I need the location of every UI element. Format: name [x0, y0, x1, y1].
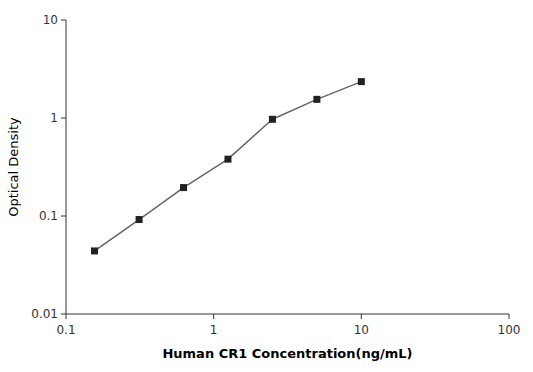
- x-axis-label: Human CR1 Concentration(ng/mL): [162, 346, 412, 361]
- x-tick: [213, 314, 214, 319]
- x-tick: [66, 314, 67, 319]
- chart-container: 0.1 1 10 100 0.01 0.1 1 10 Human CR1 Concentrati…: [0, 0, 533, 372]
- data-point: [136, 216, 143, 223]
- data-point: [91, 247, 98, 254]
- y-tick-label: 1: [50, 111, 58, 125]
- x-tick-label: 1: [210, 323, 218, 337]
- y-axis-line: [66, 20, 67, 314]
- y-tick: [61, 118, 66, 119]
- plot-area: [91, 78, 365, 254]
- data-point: [269, 116, 276, 123]
- y-tick: [61, 314, 66, 315]
- y-tick-label: 0.01: [31, 307, 58, 321]
- y-tick-label: 0.1: [39, 209, 58, 223]
- x-tick-label: 10: [354, 323, 369, 337]
- y-axis-label: Optical Density: [6, 117, 21, 217]
- data-point: [313, 96, 320, 103]
- y-tick: [61, 216, 66, 217]
- x-axis-line: [66, 314, 509, 315]
- axes: 0.1 1 10 100 0.01 0.1 1 10: [31, 13, 520, 337]
- x-tick-label: 0.1: [56, 323, 75, 337]
- data-line: [95, 82, 362, 251]
- data-point: [358, 78, 365, 85]
- x-tick: [361, 314, 362, 319]
- y-tick: [61, 20, 66, 21]
- data-point: [224, 156, 231, 163]
- x-tick-label: 100: [498, 323, 521, 337]
- x-tick: [509, 314, 510, 319]
- chart: 0.1 1 10 100 0.01 0.1 1 10 Human CR1 Concentrati…: [0, 0, 533, 372]
- data-point: [180, 184, 187, 191]
- y-tick-label: 10: [43, 13, 58, 27]
